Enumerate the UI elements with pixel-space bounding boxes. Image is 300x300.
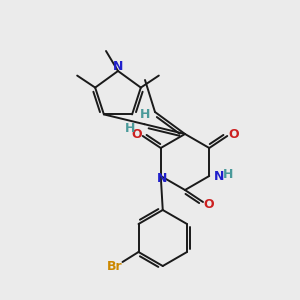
- Text: H: H: [140, 109, 150, 122]
- Text: N: N: [157, 172, 167, 184]
- Text: N: N: [214, 169, 225, 182]
- Text: O: O: [228, 128, 238, 140]
- Text: H: H: [223, 169, 234, 182]
- Text: O: O: [204, 197, 214, 211]
- Text: H: H: [125, 122, 136, 135]
- Text: O: O: [131, 128, 142, 140]
- Text: Br: Br: [107, 260, 122, 274]
- Text: N: N: [113, 59, 123, 73]
